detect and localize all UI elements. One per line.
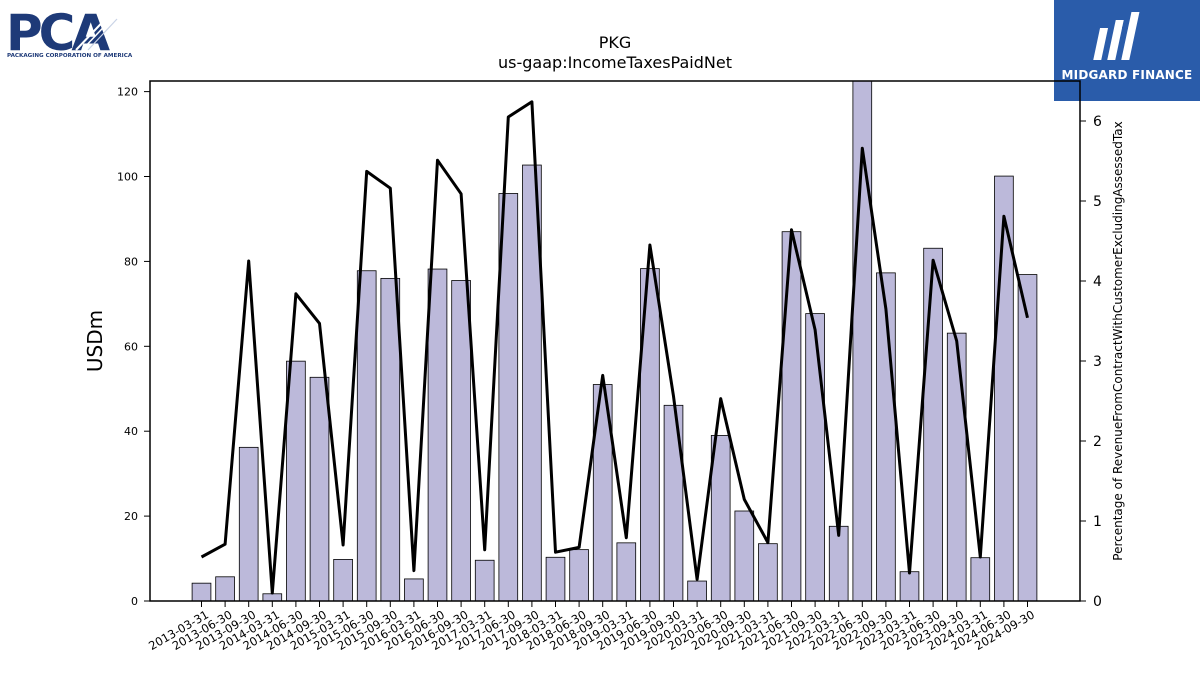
bar — [616, 542, 637, 601]
bar — [1017, 274, 1038, 601]
bar — [215, 576, 235, 601]
y-tick-label: 40 — [124, 425, 138, 438]
y2-tick-label: 3 — [1093, 354, 1102, 370]
line-series — [200, 100, 1029, 595]
midgard-logo-text: MIDGARD FINANCE — [1061, 68, 1193, 82]
bar — [262, 593, 283, 601]
bar — [569, 549, 589, 601]
y-tick-label: 80 — [124, 255, 138, 268]
y2-tick-label: 5 — [1093, 194, 1102, 210]
y-tick-label: 100 — [117, 171, 138, 184]
y2-tick-label: 4 — [1093, 274, 1102, 290]
axes: 02040608010012001234562013-03-312013-06-… — [117, 80, 1102, 653]
midgard-mark-icon — [1093, 12, 1140, 60]
bar — [404, 578, 424, 601]
bar — [734, 510, 755, 601]
bar — [191, 582, 212, 601]
chart-subtitle: us-gaap:IncomeTaxesPaidNet — [498, 53, 732, 72]
bar — [687, 580, 707, 601]
y-tick-label: 20 — [124, 510, 138, 523]
y2-tick-label: 2 — [1093, 434, 1102, 450]
y-tick-label: 120 — [117, 86, 138, 99]
bar — [522, 164, 542, 601]
y2-tick-label: 1 — [1093, 514, 1102, 530]
bar — [474, 559, 495, 601]
bar — [970, 557, 991, 601]
y2-tick-label: 0 — [1093, 594, 1102, 610]
bar — [899, 571, 920, 601]
pca-logo: PCA PACKAGING CORPORATION OF AMERICA — [6, 4, 132, 62]
bar — [663, 404, 684, 601]
y-axis-label: USDm — [83, 310, 107, 372]
y2-axis-label: Percentage of RevenueFromContractWithCus… — [1111, 121, 1125, 560]
bar — [286, 360, 306, 601]
percentage-line — [200, 100, 1029, 595]
bar — [333, 559, 353, 601]
y-tick-label: 0 — [131, 595, 138, 608]
bar — [356, 270, 377, 601]
bar — [427, 268, 448, 601]
bar — [309, 376, 330, 601]
bar — [545, 556, 566, 601]
plot-frame — [149, 80, 1081, 602]
bar — [758, 543, 778, 601]
bar — [828, 525, 849, 601]
y-tick-label: 60 — [124, 340, 138, 353]
midgard-logo: MIDGARD FINANCE — [1054, 0, 1200, 101]
bar — [451, 280, 471, 601]
bar — [805, 313, 825, 601]
bar — [923, 247, 943, 601]
chart-title: PKG — [599, 33, 632, 52]
bar — [946, 332, 967, 601]
bar — [238, 446, 259, 601]
bar — [781, 231, 802, 601]
bar — [710, 435, 731, 601]
bar — [380, 277, 401, 601]
pca-logo-subtext: PACKAGING CORPORATION OF AMERICA — [7, 53, 133, 59]
bar-series — [191, 81, 1038, 601]
bar — [640, 268, 660, 601]
y2-tick-label: 6 — [1093, 114, 1102, 130]
